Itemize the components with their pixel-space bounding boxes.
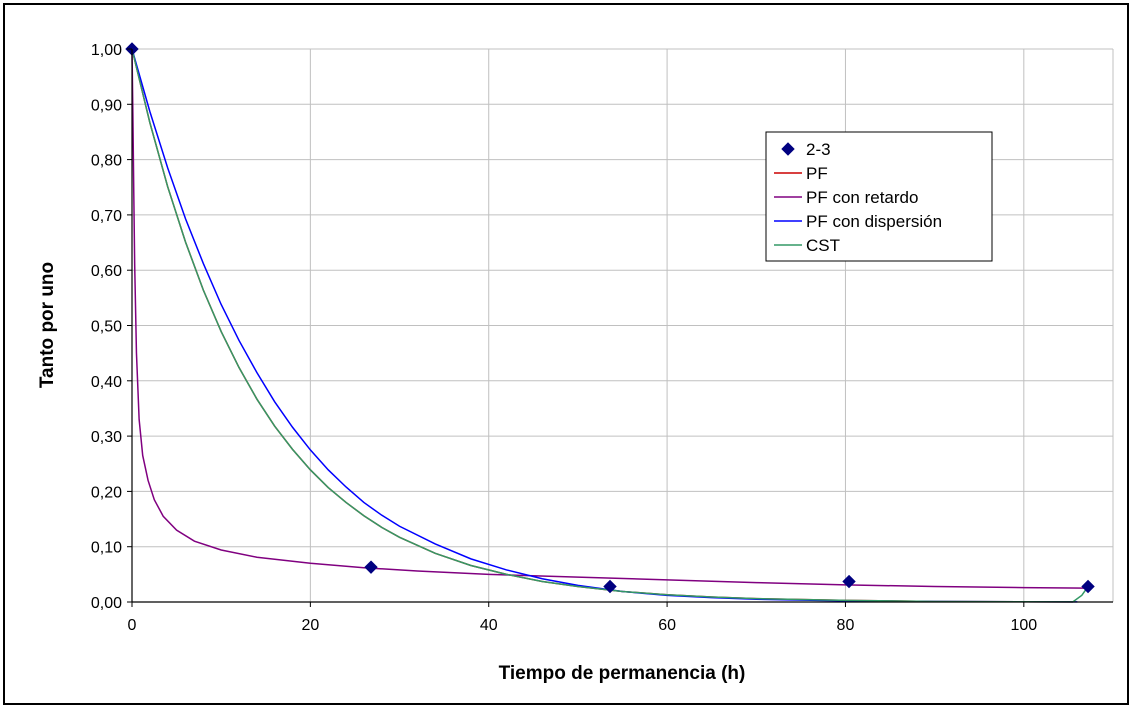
series-layer — [125, 42, 1095, 603]
x-axis-title: Tiempo de permanencia (h) — [499, 663, 746, 684]
legend-label: PF con retardo — [806, 188, 918, 207]
series-line-cst — [131, 48, 1089, 603]
data-point-marker — [364, 560, 378, 574]
legend-label: CST — [806, 236, 840, 255]
y-axis-title: Tanto por uno — [37, 262, 58, 388]
series-line-pf-con-retardo — [131, 48, 1087, 589]
y-tick-label: 0,20 — [91, 484, 122, 501]
y-tick-label: 1,00 — [91, 42, 122, 59]
y-tick-label: 0,00 — [91, 595, 122, 612]
y-tick-label: 0,80 — [91, 153, 122, 170]
y-tick-label: 0,10 — [91, 540, 122, 557]
y-tick-label: 0,90 — [91, 97, 122, 114]
legend-marker — [781, 142, 795, 156]
x-tick-label: 20 — [301, 617, 319, 634]
data-point-marker — [603, 579, 617, 594]
tick-labels: 0,00 0,10 0,20 0,30 0,40 0,50 0,60 0,70 0,80 0,90… — [91, 42, 1037, 634]
y-tick-label: 0,40 — [91, 374, 122, 391]
legend-label: PF con dispersión — [806, 212, 942, 231]
x-tick-label: 60 — [658, 617, 676, 634]
y-tick-label: 0,60 — [91, 263, 122, 280]
data-point-marker — [842, 574, 856, 589]
legend-label: 2-3 — [806, 140, 831, 159]
data-point-marker — [1081, 579, 1095, 594]
chart-frame: 0,00 0,10 0,20 0,30 0,40 0,50 0,60 0,70 0,80 0,90… — [3, 3, 1129, 705]
x-tick-label: 100 — [1010, 617, 1037, 634]
chart-svg: 0,00 0,10 0,20 0,30 0,40 0,50 0,60 0,70 0,80 0,90… — [37, 42, 1114, 684]
y-tick-label: 0,70 — [91, 208, 122, 225]
x-tick-label: 80 — [837, 617, 855, 634]
x-tick-label: 40 — [480, 617, 498, 634]
x-tick-label: 0 — [128, 617, 137, 634]
legend-box — [765, 131, 993, 262]
y-tick-label: 0,50 — [91, 319, 122, 336]
axes — [127, 48, 1113, 607]
y-tick-label: 0,30 — [91, 429, 122, 446]
grid-lines — [131, 48, 1114, 603]
legend: 2-3 PF PF con retardo PF con dispersión CST — [765, 131, 993, 262]
legend-label: PF — [806, 164, 828, 183]
